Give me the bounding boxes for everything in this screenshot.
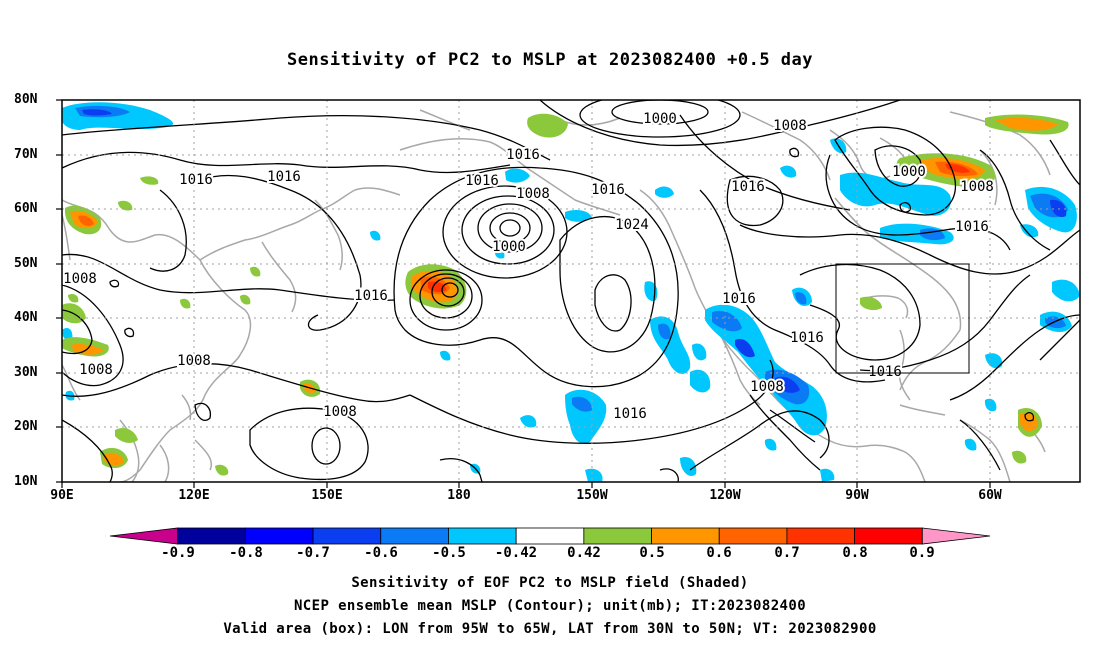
contour-label: 1000 [492, 239, 526, 255]
lon-label: 60W [978, 488, 1002, 503]
colorbar-label: -0.6 [364, 545, 398, 561]
map-title: Sensitivity of PC2 to MSLP at 2023082400… [286, 50, 813, 70]
colorbar-label: -0.7 [296, 545, 330, 561]
contour-label: 1016 [465, 173, 499, 189]
colorbar-segment [380, 527, 449, 545]
lon-label: 180 [447, 488, 471, 503]
colorbar-segment [312, 527, 382, 545]
contour-label: 1008 [177, 353, 211, 369]
lat-label: 80N [14, 92, 38, 107]
colorbar-label: 0.7 [774, 545, 800, 561]
contour-label: 1024 [615, 217, 649, 233]
caption-line-1: Sensitivity of EOF PC2 to MSLP field (Sh… [351, 575, 749, 591]
axis-ticks [56, 99, 991, 488]
lat-label: 20N [14, 419, 38, 434]
colorbar-label: 0.6 [706, 545, 732, 561]
colorbar-label: 0.5 [639, 545, 665, 561]
colorbar-segment [244, 527, 314, 545]
lat-label: 40N [14, 310, 38, 325]
colorbar-segment [921, 527, 991, 545]
colorbar-label: -0.5 [432, 545, 466, 561]
colorbar-label: -0.42 [494, 545, 538, 561]
caption-line-2: NCEP ensemble mean MSLP (Contour); unit(… [293, 598, 807, 614]
contour-label: 1016 [955, 219, 989, 235]
lon-label: 90E [50, 488, 74, 503]
lat-label: 60N [14, 201, 38, 216]
colorbar-segment [854, 527, 923, 545]
valid-area-box [835, 263, 970, 374]
lat-label: 50N [14, 256, 38, 271]
colorbar-label: 0.9 [909, 545, 935, 561]
graticule [62, 100, 1080, 482]
contour-label: 1000 [892, 164, 926, 180]
lon-label: 150W [576, 488, 608, 503]
contour-label: 1016 [868, 364, 902, 380]
contour-label: 1008 [773, 118, 807, 134]
colorbar-segment [583, 527, 652, 545]
plot-frame [61, 99, 1081, 483]
lat-label: 10N [14, 474, 38, 489]
lat-label: 30N [14, 365, 38, 380]
colorbar-segment [718, 527, 788, 545]
contour-label: 1016 [790, 330, 824, 346]
mslp-contours [62, 100, 1080, 482]
contour-label: 1000 [643, 111, 677, 127]
lat-label: 70N [14, 147, 38, 162]
contour-label: 1008 [750, 379, 784, 395]
lon-label: 90W [845, 488, 869, 503]
colorbar [109, 527, 991, 545]
contour-label: 1008 [960, 179, 994, 195]
colorbar-label: -0.8 [229, 545, 263, 561]
colorbar-segment [515, 527, 585, 545]
contour-label: 1008 [79, 362, 113, 378]
contour-label: 1008 [516, 186, 550, 202]
contour-label: 1016 [506, 147, 540, 163]
contour-label: 1016 [722, 291, 756, 307]
colorbar-label: -0.9 [161, 545, 195, 561]
contour-label: 1016 [179, 172, 213, 188]
colorbar-segment [448, 527, 517, 545]
colorbar-segment [177, 527, 246, 545]
colorbar-label: 0.8 [842, 545, 868, 561]
contour-label: 1016 [267, 169, 301, 185]
lon-label: 120E [178, 488, 210, 503]
colorbar-segment [786, 527, 856, 545]
contour-label: 1016 [613, 406, 647, 422]
contour-label: 1016 [354, 288, 388, 304]
colorbar-segment [109, 527, 179, 545]
caption-line-3: Valid area (box): LON from 95W to 65W, L… [223, 621, 877, 637]
lon-label: 150E [311, 488, 343, 503]
contour-label: 1016 [591, 182, 625, 198]
lon-label: 120W [709, 488, 741, 503]
contour-label: 1016 [731, 179, 765, 195]
sensitivity-shading [62, 102, 1080, 482]
contour-label: 1008 [323, 404, 357, 420]
colorbar-segment [651, 527, 720, 545]
colorbar-label: 0.42 [567, 545, 601, 561]
contour-label: 1008 [63, 271, 97, 287]
